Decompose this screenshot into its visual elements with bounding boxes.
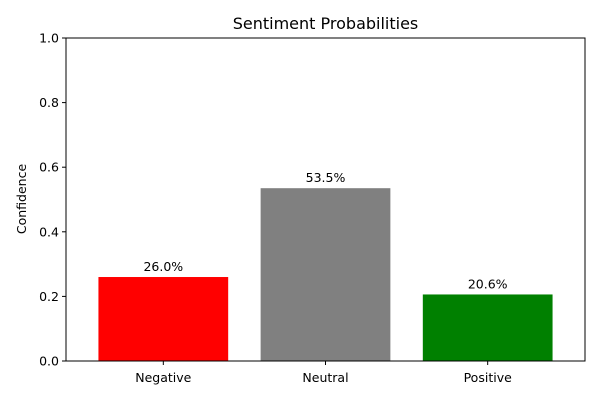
y-tick-label: 0.2 bbox=[39, 289, 59, 304]
bar-negative bbox=[98, 277, 229, 361]
y-tick-label: 0.4 bbox=[39, 224, 59, 239]
plot-frame bbox=[65, 37, 586, 362]
x-tick-label-positive: Positive bbox=[464, 370, 512, 385]
bars-group: 26.0% 53.5% 20.6% bbox=[98, 170, 553, 361]
bar-positive bbox=[422, 294, 553, 361]
x-tick-label-neutral: Neutral bbox=[302, 370, 348, 385]
data-label-positive: 20.6% bbox=[468, 276, 508, 291]
y-axis-ticks: 0.0 0.2 0.4 0.6 0.8 1.0 bbox=[39, 31, 66, 369]
y-tick-label: 0.6 bbox=[39, 160, 59, 175]
data-label-neutral: 53.5% bbox=[306, 170, 346, 185]
data-label-negative: 26.0% bbox=[143, 259, 183, 274]
x-tick-label-negative: Negative bbox=[135, 370, 191, 385]
y-tick-label: 0.0 bbox=[39, 354, 59, 369]
y-axis-label: Confidence bbox=[14, 164, 29, 235]
bar-neutral bbox=[260, 188, 391, 361]
y-tick-label: 1.0 bbox=[39, 31, 59, 46]
chart-title: Sentiment Probabilities bbox=[233, 14, 419, 33]
x-axis-ticks: Negative Neutral Positive bbox=[135, 361, 512, 385]
y-tick-label: 0.8 bbox=[39, 95, 59, 110]
